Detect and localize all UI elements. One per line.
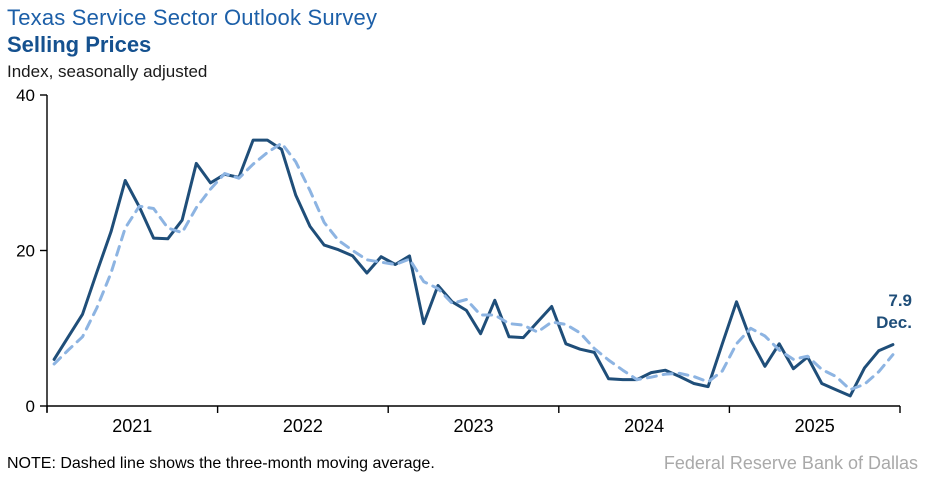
moving-average-line bbox=[52, 141, 895, 392]
index-line bbox=[52, 138, 895, 398]
y-axis-unit-label: Index, seasonally adjusted bbox=[7, 62, 208, 81]
footnote: NOTE: Dashed line shows the three-month … bbox=[7, 455, 435, 472]
axes bbox=[40, 94, 901, 413]
annotation-value: 7.9 bbox=[888, 291, 912, 310]
x-tick-label: 2025 bbox=[795, 416, 835, 436]
x-tick-label: 2022 bbox=[283, 416, 323, 436]
y-tick-label: 20 bbox=[16, 242, 35, 261]
annotation-month: Dec. bbox=[876, 313, 912, 332]
source-attribution: Federal Reserve Bank of Dallas bbox=[663, 453, 918, 473]
x-tick-label: 2024 bbox=[624, 416, 664, 436]
series-lines bbox=[52, 138, 895, 398]
last-value-annotation: 7.9 Dec. bbox=[876, 290, 912, 334]
chart-title: Texas Service Sector Outlook Survey bbox=[7, 5, 378, 30]
y-tick-label: 0 bbox=[26, 397, 35, 416]
x-tick-label: 2023 bbox=[453, 416, 493, 436]
y-tick-labels: 0 20 40 bbox=[16, 86, 35, 416]
x-tick-label: 2021 bbox=[112, 416, 152, 436]
x-tick-labels: 2021 2022 2023 2024 2025 bbox=[112, 416, 834, 436]
chart-subtitle: Selling Prices bbox=[7, 32, 152, 57]
y-tick-label: 40 bbox=[16, 86, 35, 105]
